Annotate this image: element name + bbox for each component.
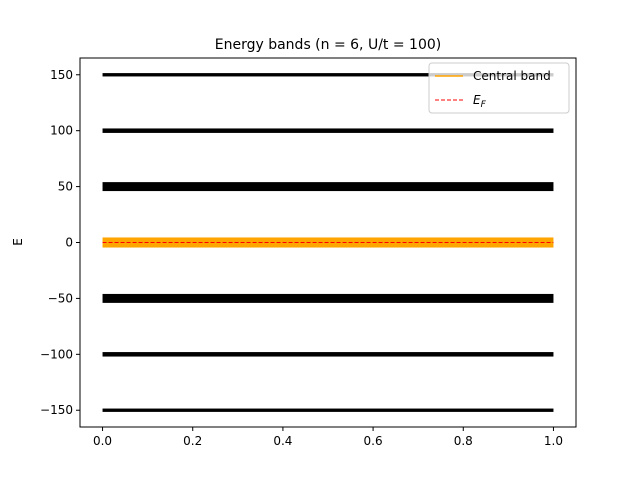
y-tick-label: 50	[58, 180, 73, 194]
energy-band	[102, 352, 554, 357]
y-tick-label: 150	[50, 68, 73, 82]
y-axis: −150 −100 −50 0 50 100 150	[40, 68, 80, 417]
legend-box	[428, 62, 570, 114]
y-tick-label: −50	[48, 291, 73, 305]
y-tick-label: −100	[40, 347, 73, 361]
energy-band	[102, 408, 554, 412]
x-tick-label: 0.0	[93, 434, 112, 448]
x-axis: 0.0 0.2 0.4 0.6 0.8 1.0	[93, 427, 563, 448]
x-tick-label: 0.2	[183, 434, 202, 448]
y-tick-label: 0	[65, 236, 73, 250]
energy-band	[102, 293, 554, 303]
y-axis-label: E	[11, 238, 25, 246]
x-tick-label: 0.6	[364, 434, 383, 448]
x-tick-label: 0.8	[454, 434, 473, 448]
energy-band	[102, 73, 554, 77]
legend-label: Central band	[473, 69, 551, 83]
energy-band	[102, 128, 554, 133]
energy-band	[102, 182, 554, 192]
legend-label: EF	[473, 93, 487, 110]
x-tick-label: 1.0	[544, 434, 563, 448]
chart-title: Energy bands (n = 6, U/t = 100)	[215, 37, 441, 53]
x-tick-label: 0.4	[273, 434, 292, 448]
legend: Central band EF	[428, 62, 570, 114]
y-tick-label: −150	[40, 403, 73, 417]
y-tick-label: 100	[50, 124, 73, 138]
